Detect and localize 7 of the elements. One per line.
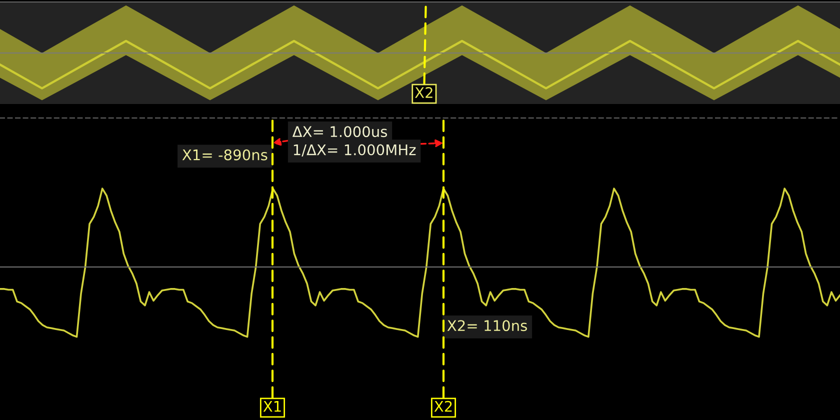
annotation: X2 xyxy=(415,87,432,98)
text: 1/ΔX= 1.000MHz xyxy=(294,144,416,156)
text: X2 xyxy=(434,400,452,412)
text: X1 xyxy=(263,401,281,412)
text: ΔX= 1.000us xyxy=(292,126,388,138)
annotation: X2= 110ns xyxy=(447,320,527,332)
text: X1= -890ns xyxy=(182,149,268,160)
